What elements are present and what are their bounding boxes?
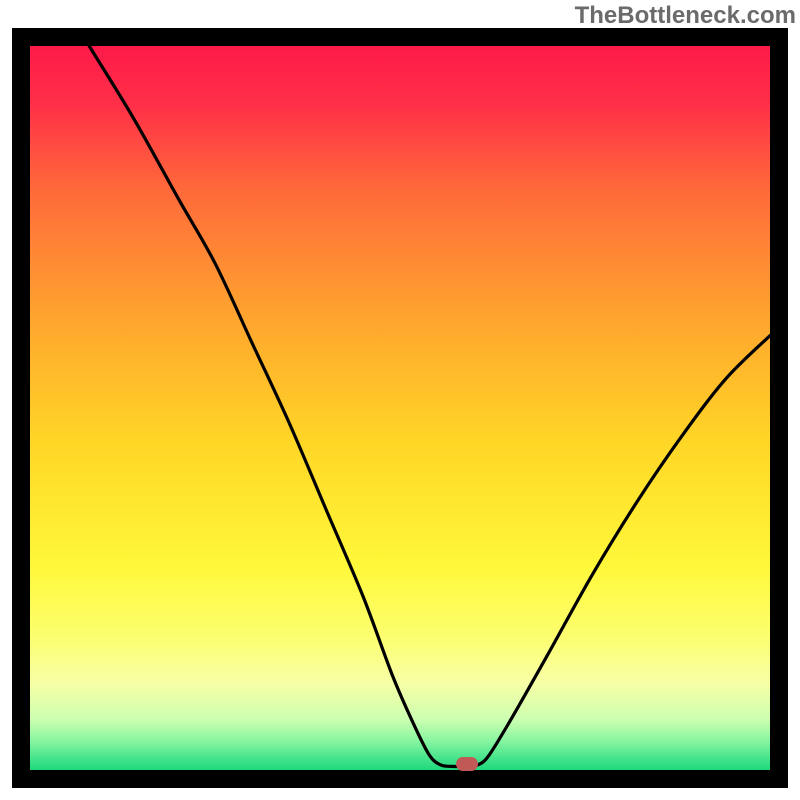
watermark-text: TheBottleneck.com	[575, 2, 796, 30]
v-curve	[30, 46, 770, 770]
minimum-marker	[456, 757, 478, 771]
chart-container: TheBottleneck.com	[0, 0, 800, 800]
plot-area	[30, 46, 770, 770]
v-curve-path	[89, 46, 770, 767]
